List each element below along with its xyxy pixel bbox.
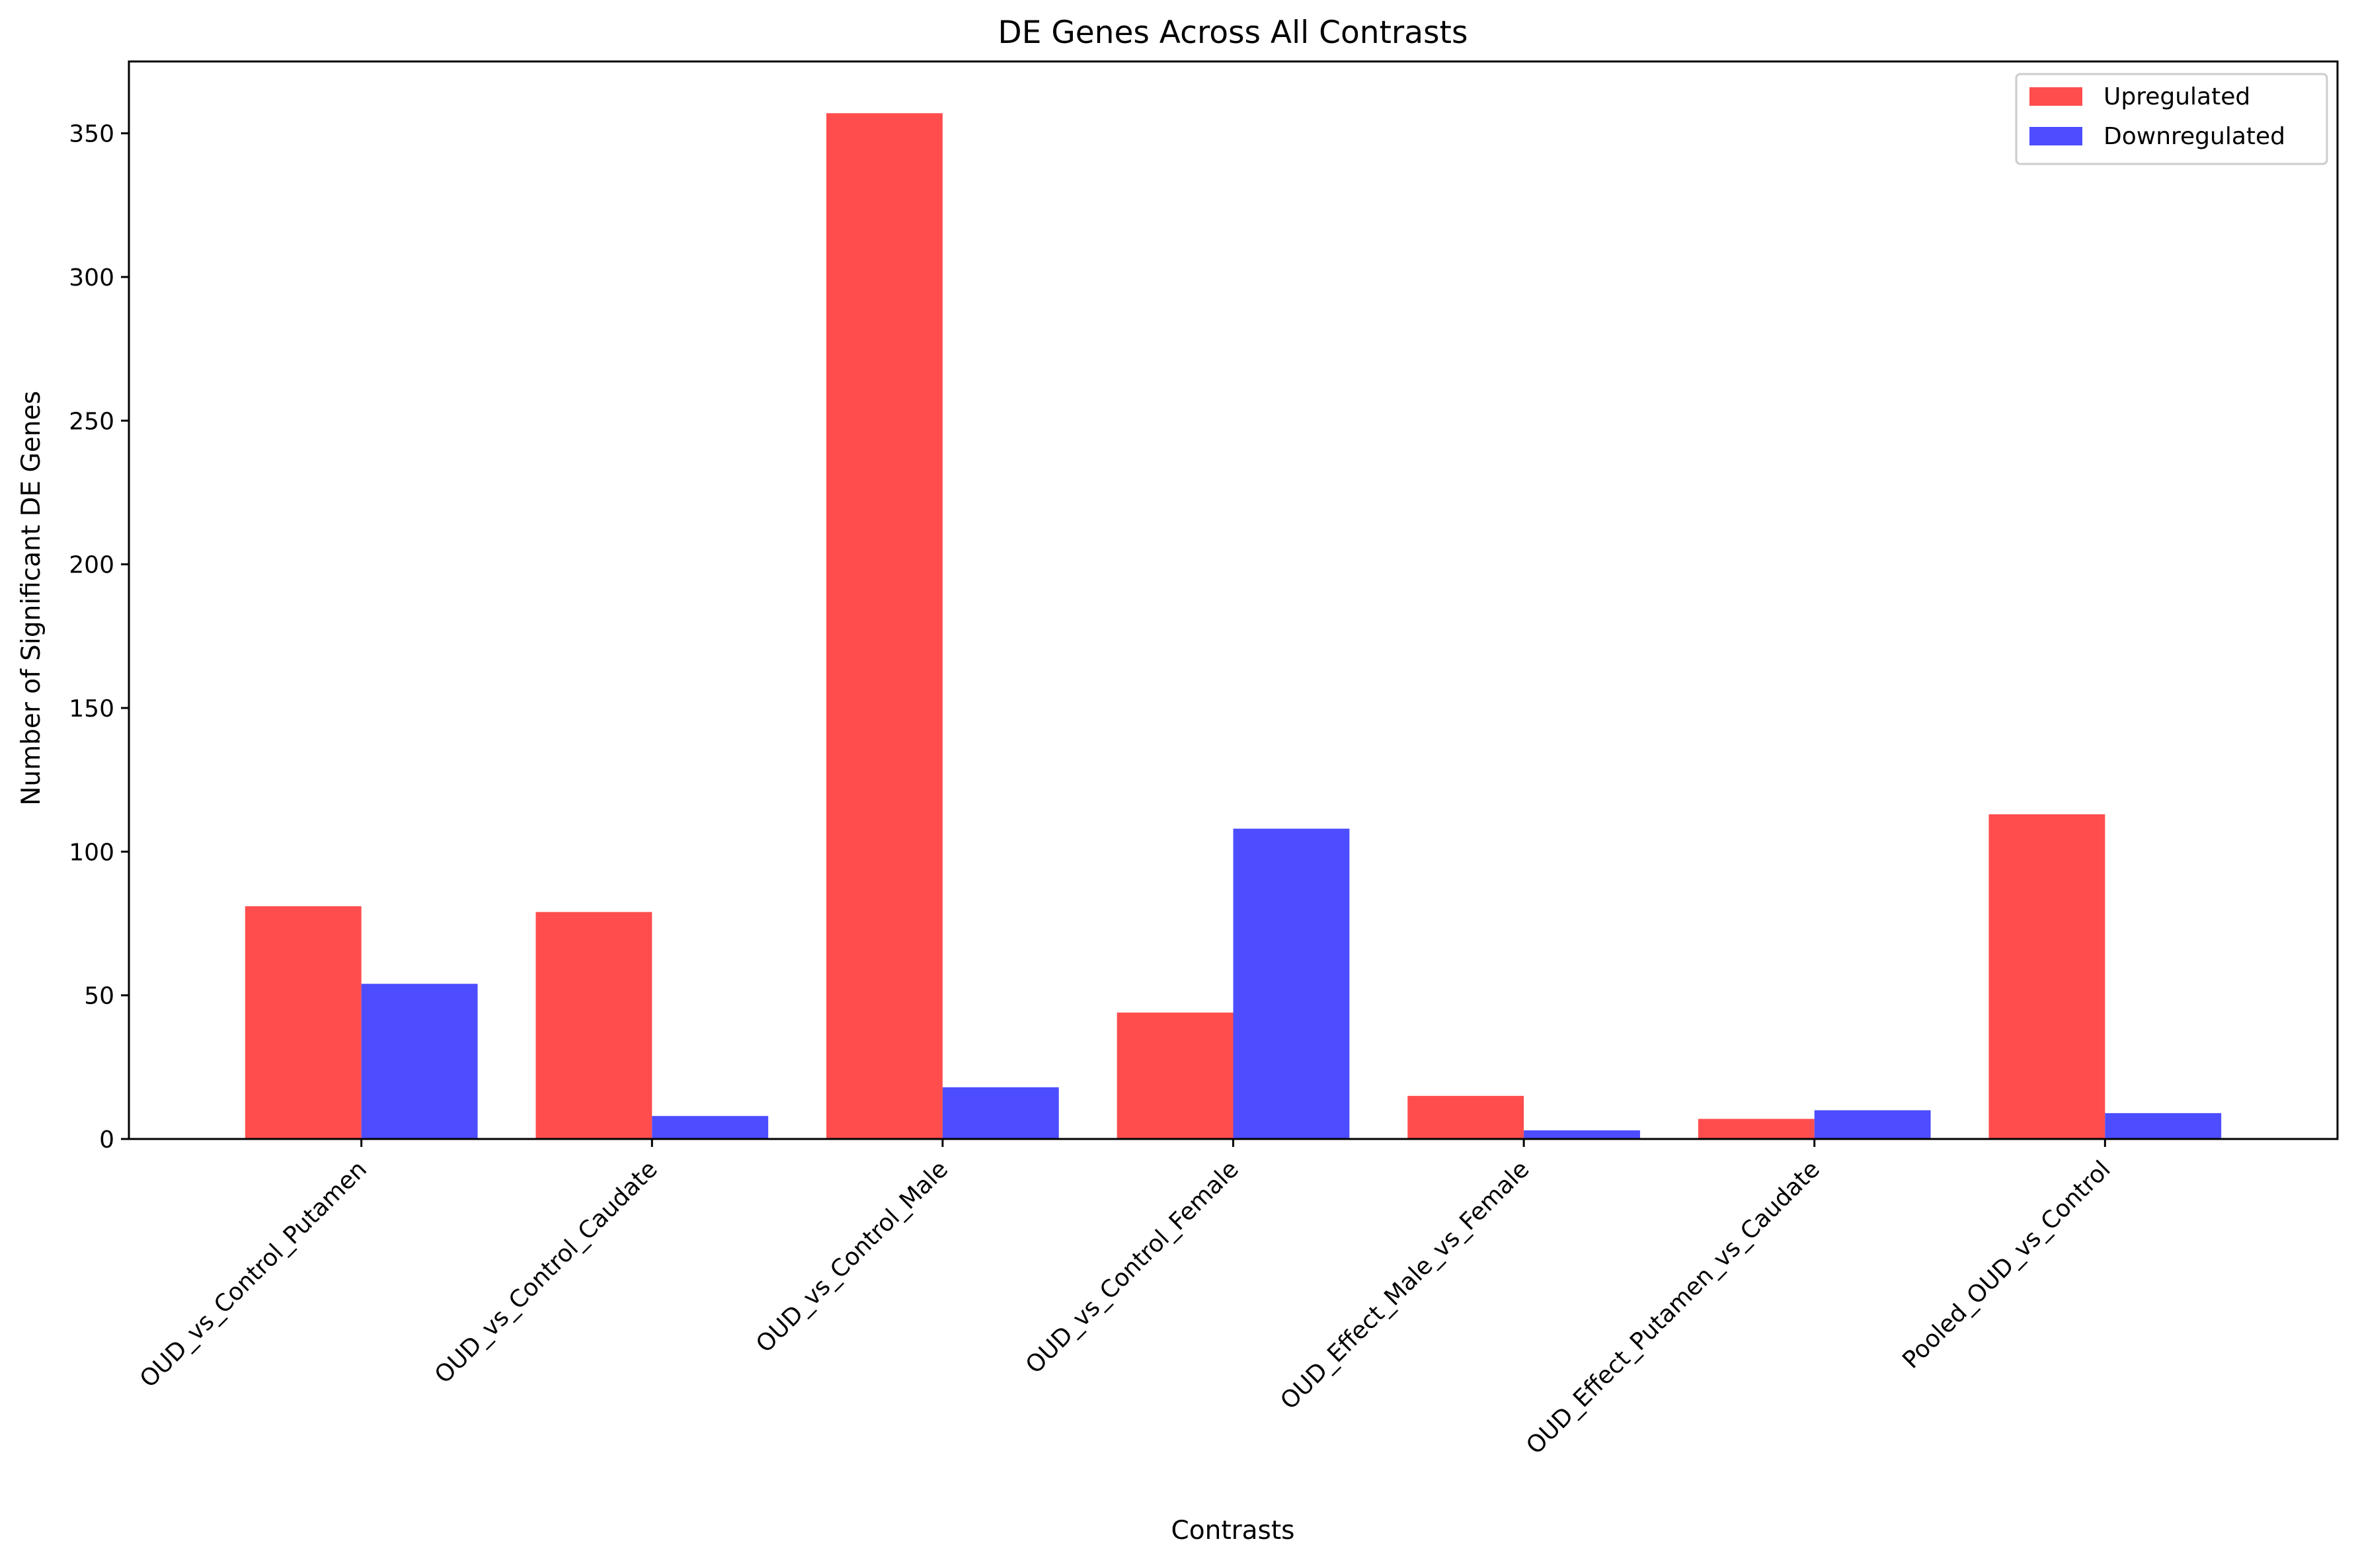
legend: Upregulated Downregulated [2015, 73, 2328, 165]
y-tick-label: 200 [69, 552, 114, 579]
bar-downregulated-2 [652, 1116, 769, 1139]
legend-box [2015, 73, 2328, 165]
y-axis-title: Number of Significant DE Genes [17, 391, 46, 806]
legend-swatch-upregulated [2029, 87, 2082, 106]
bar-upregulated-3 [826, 113, 943, 1140]
y-tick-label: 0 [99, 1126, 114, 1154]
bar-upregulated-2 [535, 912, 652, 1139]
chart-title: DE Genes Across All Contrasts [998, 15, 1468, 51]
bar-upregulated-7 [1988, 814, 2105, 1139]
bar-downregulated-7 [2105, 1113, 2222, 1139]
bar-downregulated-5 [1524, 1130, 1640, 1139]
y-tick-label: 250 [69, 408, 114, 435]
y-tick-label: 150 [69, 695, 114, 723]
bar-downregulated-3 [942, 1087, 1059, 1139]
bar-downregulated-6 [1814, 1110, 1931, 1139]
legend-label-downregulated: Downregulated [2103, 123, 2285, 150]
bar-upregulated-5 [1407, 1095, 1524, 1139]
bars-layer [245, 113, 2222, 1140]
x-axis-title: Contrasts [1171, 1516, 1295, 1546]
bar-upregulated-1 [245, 906, 362, 1139]
bar-upregulated-6 [1698, 1118, 1815, 1139]
bar-downregulated-1 [361, 984, 478, 1139]
y-tick-label: 300 [69, 264, 114, 292]
legend-swatch-downregulated [2029, 127, 2082, 145]
y-tick-label: 350 [69, 121, 114, 148]
bar-downregulated-4 [1233, 828, 1350, 1139]
y-tick-label: 100 [69, 839, 114, 866]
bar-upregulated-4 [1117, 1012, 1234, 1139]
y-tick-label: 50 [84, 983, 114, 1010]
legend-label-upregulated: Upregulated [2103, 83, 2250, 110]
